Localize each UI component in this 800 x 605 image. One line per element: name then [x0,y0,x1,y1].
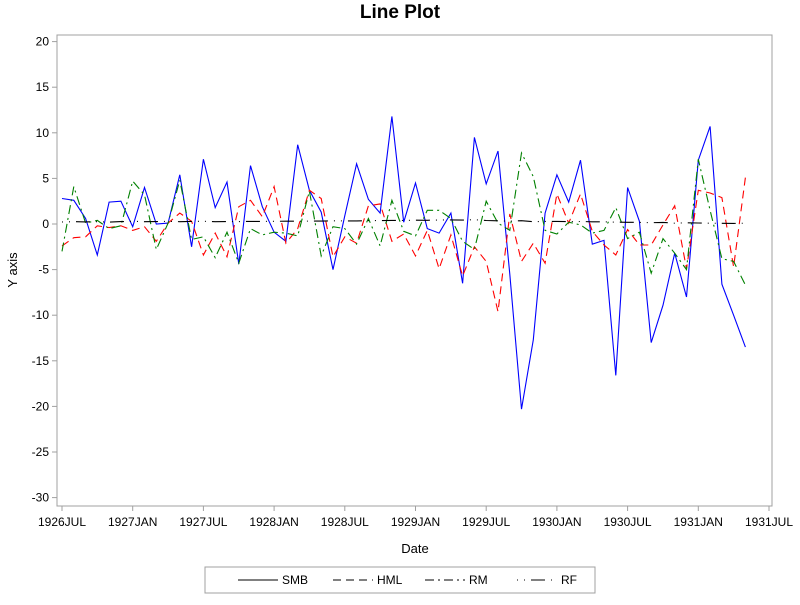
legend: SMB HML RM RF [238,573,577,587]
y-tick-label: -25 [32,445,50,459]
y-axis: 20 15 10 5 0 -5 -10 -15 -20 -25 -30 [32,35,57,505]
x-tick-label: 1928JUL [321,515,369,529]
x-tick-label: 1931JUL [745,515,793,529]
legend-label-rf: RF [561,573,577,587]
y-tick-label: -5 [38,263,49,277]
y-tick-label: -20 [32,399,50,413]
x-tick-label: 1929JAN [391,515,440,529]
y-tick-label: 20 [36,35,50,49]
y-tick-label: -10 [32,308,50,322]
y-tick-label: 5 [42,171,49,185]
x-tick-label: 1926JUL [38,515,86,529]
x-tick-label: 1929JUL [462,515,510,529]
x-tick-label: 1930JAN [532,515,581,529]
legend-label-hml: HML [377,573,403,587]
x-tick-label: 1931JAN [674,515,723,529]
legend-label-smb: SMB [282,573,308,587]
y-tick-label: -15 [32,354,50,368]
y-axis-label: Y axis [5,252,20,288]
legend-box [204,566,596,594]
plot-frame [56,34,773,507]
x-axis: 1926JUL 1927JAN 1927JUL 1928JAN 1928JUL 1929J… [38,506,793,529]
series-lines [61,116,746,410]
y-tick-label: -30 [32,491,50,505]
x-tick-label: 1930JUL [604,515,652,529]
x-axis-label: Date [401,541,428,556]
chart-title: Line Plot [360,2,441,23]
series-line-rf [61,219,746,224]
x-tick-label: 1927JUL [179,515,227,529]
y-tick-label: 0 [42,217,49,231]
legend-label-rm: RM [469,573,488,587]
series-line-rm [61,151,746,286]
x-tick-label: 1927JAN [108,515,157,529]
x-tick-label: 1928JAN [249,515,298,529]
y-tick-label: 10 [36,126,50,140]
y-tick-label: 15 [36,80,50,94]
series-line-smb [61,116,746,410]
